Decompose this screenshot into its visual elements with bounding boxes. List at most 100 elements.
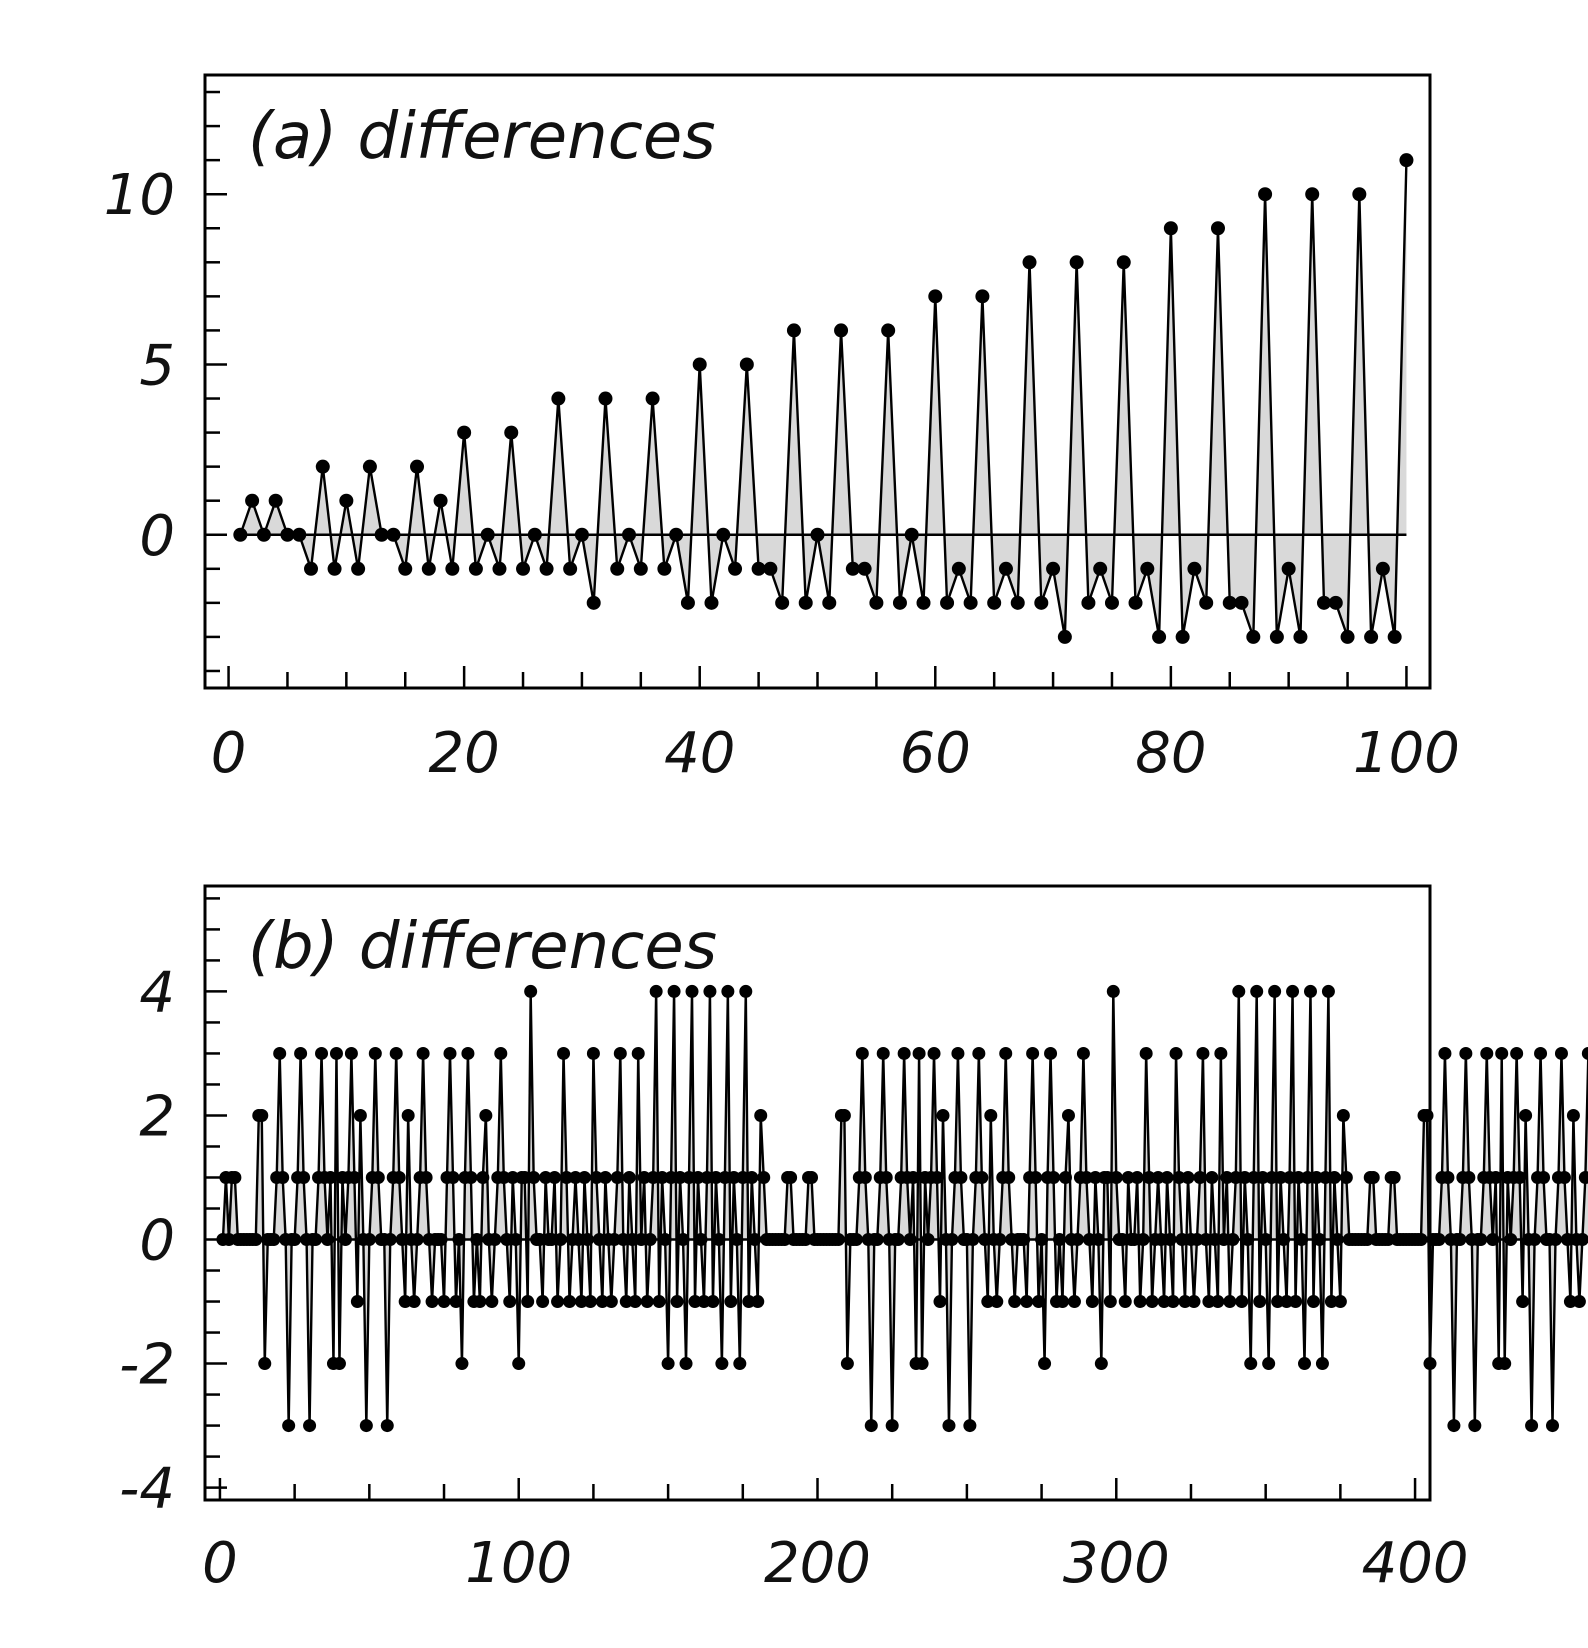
data-point-b: [595, 1295, 609, 1309]
data-point-b: [1103, 1295, 1117, 1309]
data-point-b: [371, 1170, 385, 1184]
data-point-a: [256, 527, 271, 542]
data-point-b: [527, 1170, 541, 1184]
data-point-b: [485, 1295, 499, 1309]
data-point-a: [1093, 561, 1108, 576]
data-point-a: [704, 595, 719, 610]
panel-title-a: (a) differences: [248, 100, 716, 174]
data-point-b: [583, 1295, 597, 1309]
data-point-b: [1462, 1170, 1476, 1184]
data-point-a: [657, 561, 672, 576]
data-point-b: [1321, 984, 1335, 998]
data-point-b: [1366, 1170, 1380, 1184]
data-point-b: [625, 1233, 639, 1247]
data-point-b: [407, 1295, 421, 1309]
data-point-b: [1169, 1046, 1183, 1060]
data-point-b: [1336, 1108, 1350, 1122]
data-point-b: [1002, 1170, 1016, 1184]
data-point-b: [700, 1170, 714, 1184]
data-point-b: [568, 1170, 582, 1184]
data-point-a: [1375, 561, 1390, 576]
data-point-b: [879, 1170, 893, 1184]
data-point-a: [421, 561, 436, 576]
data-point-b: [455, 1357, 469, 1371]
data-point-b: [933, 1295, 947, 1309]
data-point-b: [521, 1295, 535, 1309]
data-point-a: [386, 527, 401, 542]
data-point-b: [1109, 1170, 1123, 1184]
data-point-b: [518, 1170, 532, 1184]
y-tick-label-b: -2: [119, 1333, 175, 1398]
data-point-b: [315, 1046, 329, 1060]
data-point-b: [1519, 1108, 1533, 1122]
data-point-a: [1222, 595, 1237, 610]
data-point-b: [1566, 1108, 1580, 1122]
data-point-b: [323, 1170, 337, 1184]
data-point-b: [512, 1357, 526, 1371]
data-point-b: [392, 1170, 406, 1184]
data-point-b: [1247, 1170, 1261, 1184]
x-tick-label-a: 100: [1353, 721, 1460, 786]
data-point-b: [936, 1108, 950, 1122]
data-point-b: [598, 1170, 612, 1184]
data-point-b: [1292, 1170, 1306, 1184]
data-point-b: [294, 1046, 308, 1060]
data-point-b: [1280, 1295, 1294, 1309]
data-point-b: [249, 1233, 263, 1247]
data-point-b: [282, 1419, 296, 1433]
data-point-a: [1069, 255, 1084, 270]
data-point-b: [622, 1170, 636, 1184]
data-point-b: [1303, 984, 1317, 998]
data-point-b: [945, 1233, 959, 1247]
data-point-b: [1193, 1170, 1207, 1184]
data-point-b: [993, 1233, 1007, 1247]
data-point-b: [631, 1046, 645, 1060]
data-point-b: [1166, 1295, 1180, 1309]
data-point-b: [652, 1295, 666, 1309]
data-point-b: [1091, 1233, 1105, 1247]
data-point-b: [1575, 1233, 1588, 1247]
data-point-a: [857, 561, 872, 576]
x-tick-label-a: 40: [664, 721, 735, 786]
data-point-a: [928, 289, 943, 304]
data-point-a: [1034, 595, 1049, 610]
data-point-a: [504, 425, 519, 440]
data-point-b: [1441, 1170, 1455, 1184]
data-point-b: [676, 1233, 690, 1247]
data-point-b: [1100, 1170, 1114, 1184]
data-point-b: [1271, 1295, 1285, 1309]
data-point-b: [831, 1233, 845, 1247]
data-point-b: [1468, 1419, 1482, 1433]
data-point-a: [940, 595, 955, 610]
data-point-b: [297, 1170, 311, 1184]
data-point-a: [869, 595, 884, 610]
data-point-b: [1315, 1357, 1329, 1371]
data-point-b: [849, 1233, 863, 1247]
data-point-b: [778, 1233, 792, 1247]
data-point-b: [1106, 984, 1120, 998]
data-point-b: [837, 1108, 851, 1122]
data-point-b: [509, 1233, 523, 1247]
data-point-b: [972, 1046, 986, 1060]
data-point-b: [1038, 1357, 1052, 1371]
data-point-b: [551, 1295, 565, 1309]
data-point-a: [987, 595, 1002, 610]
y-tick-label-a: 0: [139, 504, 175, 569]
chart-panel-a: 0 20 40 60 80 100 0 5 10 (a) differences: [104, 73, 1460, 786]
data-point-b: [1453, 1233, 1467, 1247]
data-point-b: [643, 1233, 657, 1247]
data-point-b: [309, 1233, 323, 1247]
data-point-a: [669, 527, 684, 542]
data-point-a: [1128, 595, 1143, 610]
data-point-b: [1244, 1357, 1258, 1371]
data-point-a: [1281, 561, 1296, 576]
data-point-b: [1056, 1295, 1069, 1309]
data-point-b: [1289, 1295, 1303, 1309]
data-point-a: [1187, 561, 1202, 576]
data-point-b: [592, 1233, 606, 1247]
data-point-a: [410, 459, 425, 474]
data-point-b: [1175, 1233, 1189, 1247]
data-point-b: [255, 1108, 269, 1122]
data-point-b: [449, 1295, 463, 1309]
